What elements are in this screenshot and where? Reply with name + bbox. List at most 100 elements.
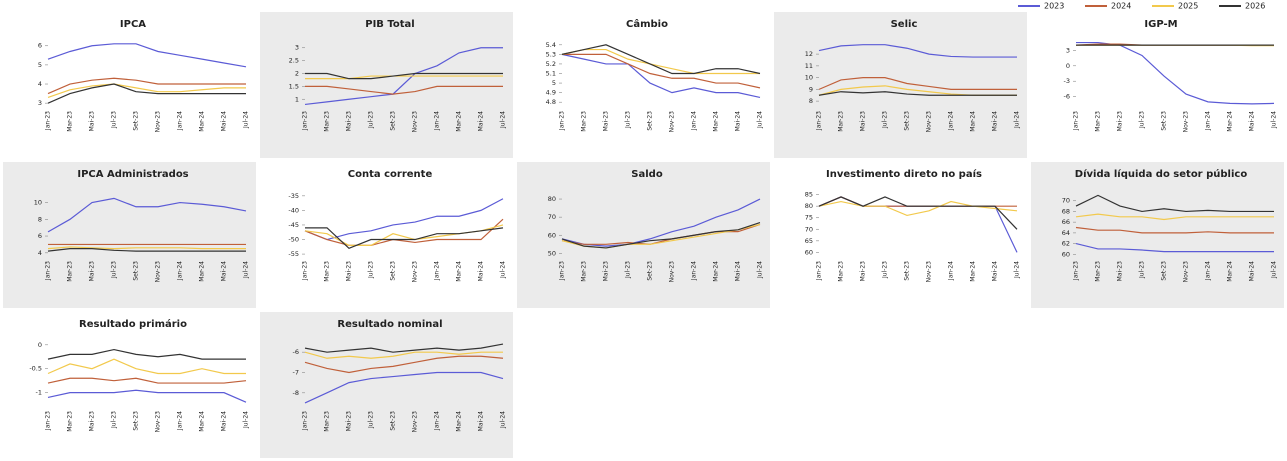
x-tick-label: Jan-24 — [434, 411, 441, 431]
x-tick-label: Nov-23 — [412, 111, 419, 133]
x-tick-label: Mai-24 — [221, 411, 228, 432]
x-tick-label: Jul-23 — [111, 111, 118, 129]
x-tick-label: Mar-23 — [838, 111, 845, 132]
x-tick-label: Jul-23 — [368, 411, 375, 429]
x-tick-label: Jan-24 — [177, 411, 184, 431]
panel-title: Resultado nominal — [337, 319, 442, 330]
panel-title: PIB Total — [365, 19, 414, 30]
x-tick-label: Jul-23 — [882, 111, 889, 129]
y-tick-label: 85 — [805, 191, 813, 199]
series-line — [818, 91, 1017, 96]
x-tick-label: Jan-24 — [948, 261, 955, 281]
series-line — [47, 377, 247, 384]
x-tick-label: Jan-23 — [559, 111, 566, 131]
x-tick-label: Jan-23 — [1073, 111, 1080, 131]
y-tick-label: -7 — [293, 368, 299, 376]
y-tick-label: 0 — [38, 341, 42, 349]
x-tick-label: Mar-23 — [324, 111, 331, 132]
x-tick-label: Jan-23 — [45, 411, 52, 431]
panel-bg — [260, 312, 513, 458]
y-tick-label: 64 — [1062, 229, 1070, 237]
x-tick-label: Nov-23 — [412, 411, 419, 433]
y-tick-label: 68 — [1062, 207, 1070, 215]
y-tick-label: 60 — [548, 231, 556, 239]
series-line — [47, 246, 246, 250]
y-tick-label: 66 — [1062, 218, 1070, 226]
x-tick-label: Mar-24 — [199, 411, 206, 432]
x-tick-label: Jan-23 — [1073, 261, 1080, 281]
x-tick-label: Mai-23 — [89, 111, 96, 132]
x-tick-label: Mai-23 — [89, 261, 96, 282]
legend-label: 2024 — [1111, 2, 1131, 11]
x-tick-label: Set-23 — [390, 111, 397, 131]
x-tick-label: Jan-23 — [302, 261, 309, 281]
x-tick-label: Set-23 — [390, 261, 397, 281]
x-tick-label: Mai-24 — [478, 111, 485, 132]
x-tick-label: Mar-24 — [970, 261, 977, 282]
x-tick-label: Jul-24 — [1271, 111, 1278, 129]
series-line — [304, 343, 504, 353]
x-tick-label: Jan-23 — [45, 261, 52, 281]
x-tick-label: Mai-23 — [860, 111, 867, 132]
x-tick-label: Jan-24 — [691, 261, 698, 281]
x-tick-label: Mar-24 — [713, 261, 720, 282]
y-tick-label: 8 — [809, 97, 813, 105]
panel-title: Selic — [891, 19, 918, 30]
x-tick-label: Mai-23 — [1117, 111, 1124, 132]
x-tick-label: Mar-24 — [970, 111, 977, 132]
x-tick-label: Mai-24 — [992, 261, 999, 282]
x-tick-label: Jan-23 — [45, 111, 52, 131]
panel-bg — [774, 12, 1027, 158]
panel-title: IGP-M — [1144, 19, 1177, 30]
series-line — [47, 83, 246, 104]
series-line — [562, 53, 761, 89]
x-tick-label: Mai-24 — [735, 111, 742, 132]
y-tick-label: -35 — [288, 192, 299, 200]
x-tick-label: Jan-24 — [1205, 111, 1212, 131]
y-tick-label: 10 — [805, 74, 813, 82]
y-tick-label: 5.1 — [546, 70, 556, 78]
y-tick-label: 50 — [548, 249, 556, 257]
y-tick-label: -3 — [1064, 77, 1070, 85]
x-tick-label: Mar-23 — [1095, 261, 1102, 282]
x-tick-label: Jul-24 — [1271, 261, 1278, 279]
series-line — [818, 196, 1018, 230]
panel-title: IPCA — [120, 19, 146, 30]
x-tick-label: Jul-24 — [500, 261, 507, 279]
x-tick-label: Mai-24 — [478, 411, 485, 432]
y-tick-label: 12 — [805, 50, 813, 58]
x-tick-label: Jan-23 — [302, 411, 309, 431]
x-tick-label: Jan-24 — [1205, 261, 1212, 281]
series-line — [305, 85, 503, 95]
x-tick-label: Mar-24 — [1227, 111, 1234, 132]
series-line — [561, 48, 760, 75]
y-tick-label: 11 — [805, 62, 813, 70]
x-tick-label: Jan-23 — [816, 261, 823, 281]
panel-title: Câmbio — [626, 18, 668, 30]
series-line — [1075, 194, 1274, 213]
series-line — [304, 218, 504, 246]
x-tick-label: Jan-23 — [559, 261, 566, 281]
x-tick-label: Jul-23 — [1139, 261, 1146, 279]
series-line — [304, 351, 503, 359]
y-tick-label: 3 — [295, 44, 299, 52]
x-tick-label: Jul-24 — [243, 411, 250, 429]
x-tick-label: Set-23 — [133, 411, 140, 431]
y-tick-label: 4 — [38, 249, 42, 257]
x-tick-label: Nov-23 — [669, 111, 676, 133]
x-tick-label: Set-23 — [133, 261, 140, 281]
y-tick-label: 62 — [1062, 240, 1070, 248]
x-tick-label: Mar-24 — [456, 411, 463, 432]
x-tick-label: Set-23 — [133, 111, 140, 131]
x-tick-label: Mar-23 — [581, 261, 588, 282]
x-tick-label: Mar-23 — [581, 111, 588, 132]
x-tick-label: Mai-23 — [860, 261, 867, 282]
y-tick-label: 3 — [38, 99, 42, 107]
y-tick-label: 60 — [805, 248, 813, 256]
panel-title: Dívida líquida do setor público — [1075, 168, 1248, 180]
series-line — [818, 196, 1017, 207]
legend-label: 2023 — [1044, 2, 1064, 11]
series-line — [47, 197, 247, 233]
x-tick-label: Mar-23 — [324, 261, 331, 282]
